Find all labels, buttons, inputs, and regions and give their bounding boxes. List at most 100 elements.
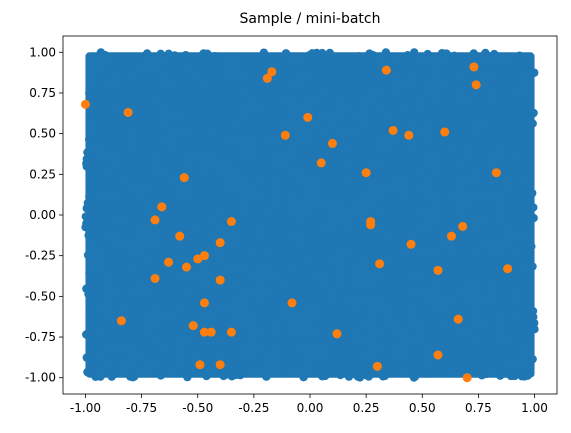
population-point bbox=[177, 278, 186, 288]
population-point bbox=[310, 81, 319, 91]
population-point bbox=[394, 292, 404, 301]
population-point bbox=[455, 295, 465, 305]
population-point bbox=[157, 148, 167, 158]
population-point bbox=[410, 48, 419, 57]
population-point bbox=[246, 334, 255, 344]
population-point bbox=[306, 144, 316, 153]
population-point bbox=[299, 373, 308, 382]
population-point bbox=[89, 214, 98, 224]
population-point bbox=[443, 327, 452, 337]
population-point bbox=[269, 96, 279, 105]
population-point bbox=[468, 179, 477, 188]
population-point bbox=[192, 126, 202, 135]
population-point bbox=[311, 368, 321, 378]
batch-point bbox=[199, 298, 209, 308]
population-point bbox=[231, 370, 241, 380]
population-point bbox=[285, 55, 295, 64]
population-point bbox=[440, 267, 449, 276]
population-point bbox=[529, 108, 538, 118]
population-point bbox=[517, 163, 526, 172]
population-point bbox=[397, 215, 407, 225]
population-point bbox=[352, 205, 362, 214]
population-point bbox=[525, 59, 534, 68]
population-point bbox=[520, 300, 529, 310]
batch-point bbox=[440, 127, 450, 137]
population-point bbox=[354, 52, 364, 61]
population-point bbox=[439, 146, 449, 155]
population-point bbox=[329, 170, 338, 179]
population-point bbox=[152, 115, 161, 124]
population-point bbox=[289, 66, 299, 75]
population-point bbox=[259, 160, 269, 169]
population-point bbox=[436, 359, 445, 368]
population-point bbox=[180, 345, 189, 355]
population-point bbox=[164, 186, 173, 195]
population-point bbox=[302, 278, 311, 287]
population-point bbox=[281, 49, 291, 58]
population-point bbox=[321, 332, 331, 342]
population-point bbox=[115, 239, 124, 248]
population-point bbox=[267, 250, 277, 259]
population-point bbox=[364, 115, 373, 125]
population-point bbox=[530, 324, 539, 334]
population-point bbox=[480, 144, 490, 153]
population-point bbox=[166, 216, 176, 225]
population-point bbox=[487, 358, 496, 367]
population-point bbox=[417, 95, 427, 104]
population-point bbox=[284, 111, 294, 121]
population-point bbox=[253, 217, 262, 226]
population-point bbox=[112, 141, 121, 150]
population-point bbox=[229, 84, 238, 93]
batch-point bbox=[446, 231, 456, 241]
population-point bbox=[162, 123, 172, 132]
population-point bbox=[250, 358, 259, 368]
population-point bbox=[428, 62, 437, 71]
population-point bbox=[224, 109, 234, 119]
population-point bbox=[370, 82, 379, 92]
population-point bbox=[277, 171, 286, 180]
population-point bbox=[435, 207, 444, 217]
population-point bbox=[271, 340, 280, 350]
population-point bbox=[169, 368, 178, 378]
population-point bbox=[388, 70, 397, 79]
population-point bbox=[233, 343, 243, 352]
population-point bbox=[485, 66, 494, 76]
population-point bbox=[527, 242, 536, 251]
population-point bbox=[368, 368, 377, 377]
population-point bbox=[154, 180, 163, 190]
population-point bbox=[122, 57, 131, 66]
population-point bbox=[300, 303, 310, 312]
population-point bbox=[262, 316, 271, 325]
population-point bbox=[203, 265, 213, 274]
population-point bbox=[268, 149, 277, 159]
population-point bbox=[273, 62, 282, 71]
population-point bbox=[139, 135, 149, 145]
population-point bbox=[81, 212, 91, 221]
population-point bbox=[106, 205, 116, 215]
population-point bbox=[176, 257, 185, 266]
population-point bbox=[489, 59, 498, 68]
population-point bbox=[356, 76, 365, 86]
population-point bbox=[98, 89, 108, 98]
population-point bbox=[521, 101, 531, 111]
population-point bbox=[297, 101, 306, 111]
population-point bbox=[83, 148, 92, 157]
population-point bbox=[115, 343, 124, 352]
population-point bbox=[82, 330, 91, 339]
population-point bbox=[307, 336, 316, 346]
population-point bbox=[105, 68, 114, 78]
population-point bbox=[200, 168, 209, 178]
population-point bbox=[434, 176, 444, 186]
population-point bbox=[87, 186, 96, 195]
population-point bbox=[159, 108, 168, 117]
population-point bbox=[191, 337, 201, 347]
population-point bbox=[487, 230, 497, 240]
population-point bbox=[530, 68, 539, 77]
population-point bbox=[215, 176, 225, 185]
population-point bbox=[194, 140, 203, 150]
population-point bbox=[433, 257, 443, 267]
batch-point bbox=[188, 321, 198, 331]
population-point bbox=[283, 61, 292, 71]
population-point bbox=[325, 239, 335, 248]
population-point bbox=[469, 205, 478, 214]
